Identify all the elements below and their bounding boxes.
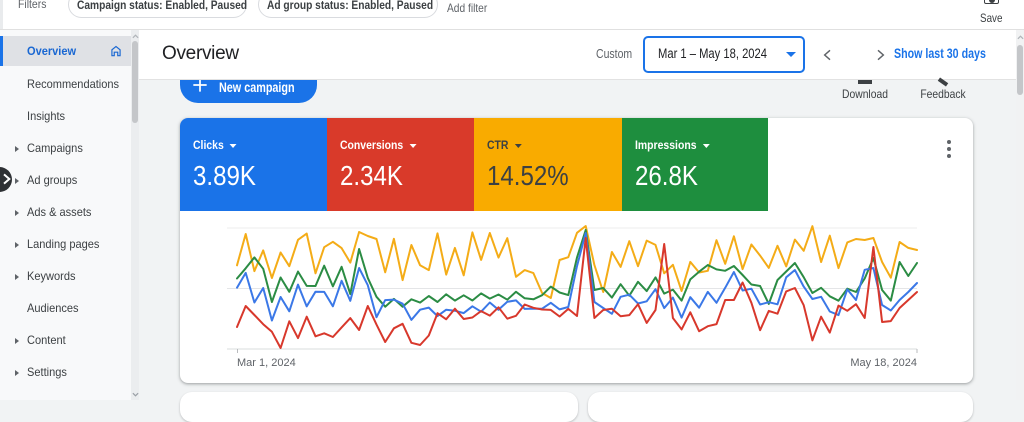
- svg-text:May 18, 2024: May 18, 2024: [850, 357, 917, 369]
- svg-text:Mar 1, 2024: Mar 1, 2024: [237, 357, 296, 369]
